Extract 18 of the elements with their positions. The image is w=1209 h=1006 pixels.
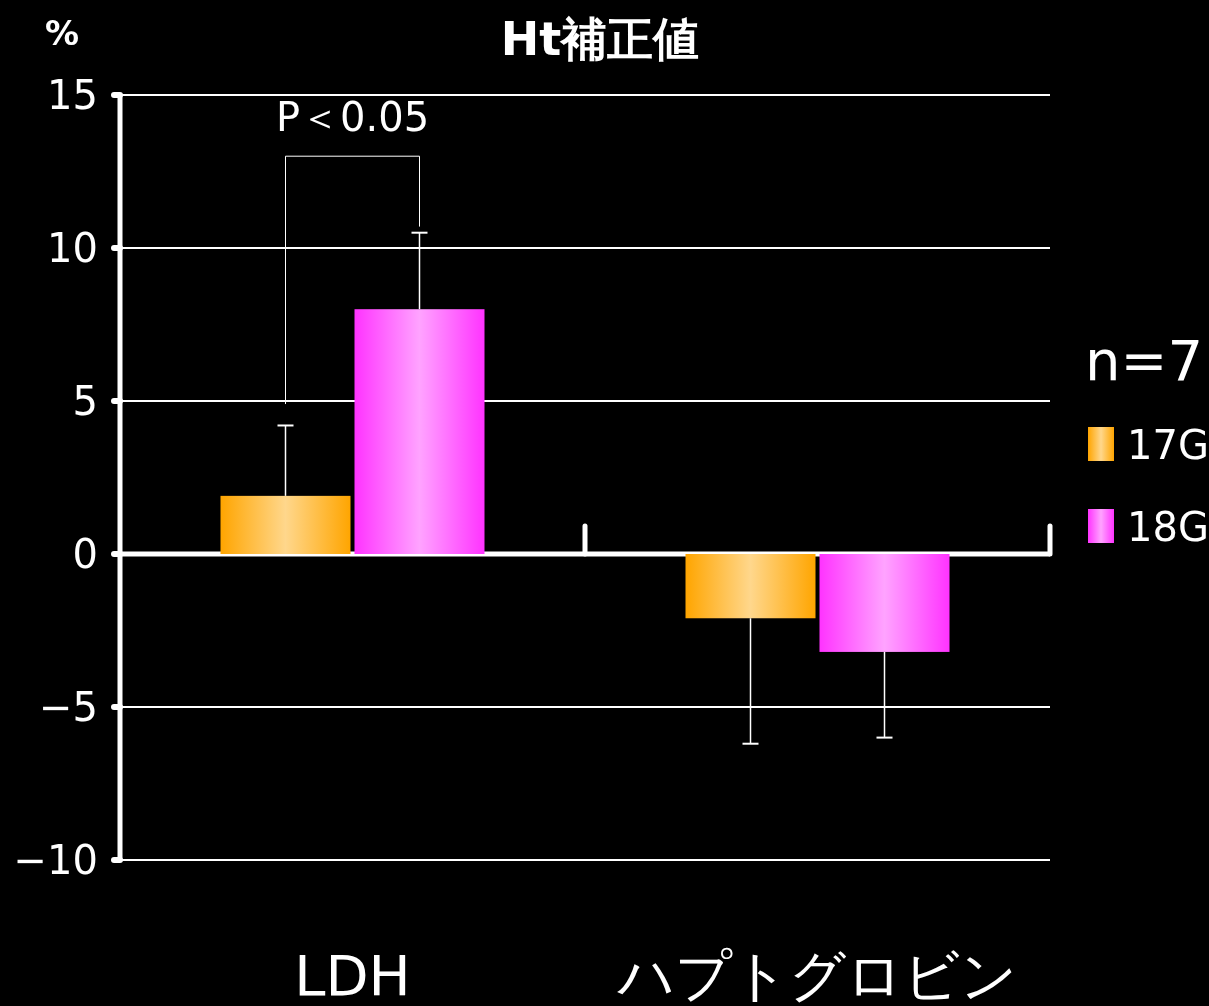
- y-tick-label: 0: [72, 531, 98, 577]
- y-axis-title: %: [44, 13, 80, 53]
- bar: [354, 309, 485, 554]
- annotation: P＜0.05: [275, 94, 430, 141]
- x-tick-label: ハプトグロビン: [617, 943, 1017, 1006]
- bar: [819, 554, 950, 652]
- y-tick-label: 10: [47, 225, 98, 271]
- bar: [220, 495, 351, 554]
- chart-title: Ht補正値: [500, 12, 700, 66]
- legend-label: 17G: [1127, 422, 1209, 468]
- y-tick-label: −5: [39, 684, 98, 730]
- bar: [685, 554, 816, 619]
- y-tick-label: 15: [47, 72, 98, 118]
- x-tick-label: LDH: [294, 943, 411, 1006]
- y-tick-label: 5: [72, 378, 98, 424]
- y-tick-label: −10: [13, 837, 98, 883]
- legend-label: 18G: [1127, 504, 1209, 550]
- legend-title: n=7: [1085, 328, 1204, 393]
